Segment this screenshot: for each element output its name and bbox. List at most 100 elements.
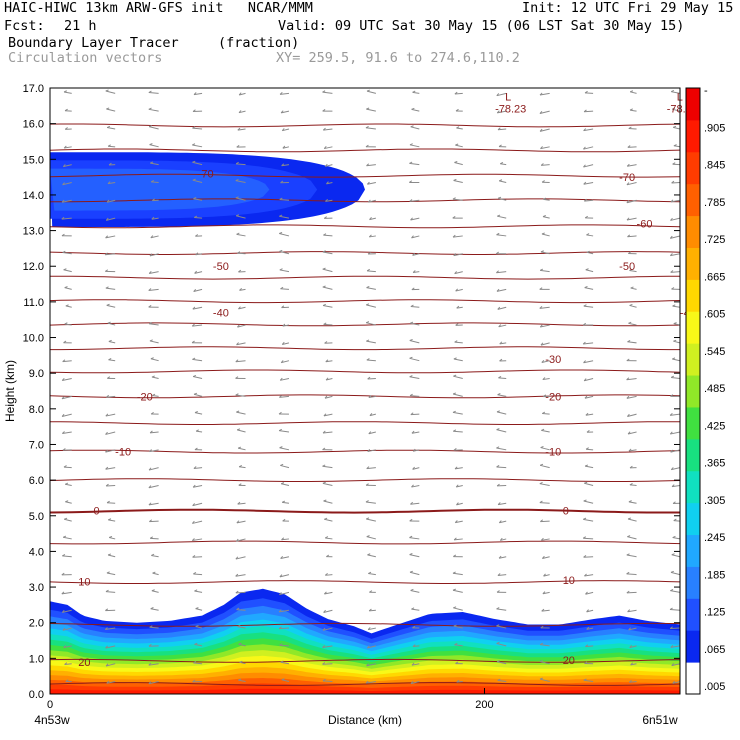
- wind-vector: [105, 466, 116, 470]
- contour-label: -50: [619, 261, 635, 273]
- wind-vector: [105, 235, 116, 239]
- wind-vector: [105, 645, 116, 649]
- wind-vector: [672, 162, 680, 166]
- wind-vector: [584, 464, 594, 469]
- wind-vector: [148, 467, 159, 471]
- x-axis-label: Distance (km): [328, 713, 402, 727]
- contour-line: [50, 173, 680, 178]
- wind-vector: [542, 555, 550, 559]
- wind-vector: [191, 520, 203, 524]
- wind-vector: [539, 500, 550, 504]
- wind-vector: [151, 553, 159, 558]
- wind-vector: [497, 678, 507, 683]
- contour-label: -70: [619, 172, 635, 184]
- colorbar-label: .425: [704, 420, 725, 432]
- wind-vector: [108, 339, 116, 344]
- wind-vector: [281, 678, 290, 683]
- colorbar-label: .725: [704, 234, 725, 246]
- wind-vector: [670, 588, 680, 593]
- wind-vector: [322, 267, 333, 273]
- wind-vector: [322, 303, 333, 308]
- wind-vector: [192, 178, 203, 183]
- field-units: (fraction): [218, 35, 300, 51]
- wind-vector: [539, 268, 550, 273]
- wind-vector: [409, 143, 420, 148]
- wind-vector: [583, 678, 594, 683]
- wind-vector: [148, 662, 159, 666]
- wind-vector: [496, 641, 507, 647]
- wind-vector: [365, 483, 376, 486]
- wind-vector: [453, 374, 463, 380]
- wind-vector: [367, 251, 376, 255]
- wind-vector: [585, 591, 594, 595]
- colorbar-label: .485: [704, 383, 725, 395]
- colorbar-swatch: [686, 502, 700, 536]
- colorbar-swatch: [686, 311, 700, 344]
- y-tick-label: 1.0: [29, 653, 44, 665]
- colorbar-swatch: [686, 438, 700, 472]
- wind-vector: [368, 571, 376, 576]
- wind-vector: [628, 679, 637, 683]
- wind-vector: [409, 518, 420, 522]
- wind-vector: [628, 500, 637, 504]
- y-axis-label: Height (km): [3, 360, 17, 422]
- contour-line: [50, 148, 680, 153]
- wind-vector: [496, 410, 507, 415]
- colorbar-frame: [685, 87, 701, 695]
- wind-vector: [61, 572, 72, 576]
- wind-vector: [365, 321, 376, 326]
- wind-vector: [108, 162, 116, 166]
- wind-vector: [410, 217, 420, 221]
- wind-vector: [540, 146, 550, 150]
- wind-vector: [542, 411, 550, 415]
- wind-vector: [148, 681, 159, 685]
- wind-vector: [539, 463, 550, 469]
- colorbar-swatch: [686, 534, 700, 567]
- contour-label: 20: [78, 657, 90, 669]
- contour-label: -70: [198, 169, 214, 181]
- wind-vector: [412, 270, 420, 274]
- wind-vector: [409, 338, 420, 344]
- wind-vector: [539, 642, 550, 647]
- wind-vector: [61, 216, 72, 220]
- y-tick-label: 14.0: [23, 190, 44, 202]
- wind-vector: [455, 108, 463, 112]
- wind-vector: [322, 250, 333, 255]
- wind-vector: [192, 374, 203, 380]
- wind-vector: [629, 108, 637, 112]
- wind-vector: [496, 483, 507, 487]
- y-tick-label: 2.0: [29, 618, 44, 630]
- wind-vector: [192, 306, 203, 310]
- contour-line: [50, 658, 680, 663]
- wind-vector: [278, 428, 290, 433]
- wind-vector: [585, 447, 594, 451]
- colorbar-label: .125: [704, 607, 725, 619]
- wind-vector: [195, 607, 203, 611]
- wind-vector: [61, 591, 72, 595]
- wind-vector: [150, 235, 159, 239]
- contour-line: [50, 299, 680, 304]
- temperature-contours: [50, 123, 680, 686]
- wind-vector: [237, 251, 246, 255]
- wind-vector: [279, 249, 290, 255]
- wind-vector: [539, 677, 550, 683]
- colorbar-label: .185: [704, 569, 725, 581]
- contour-label: 10: [78, 577, 90, 589]
- wind-vector: [365, 125, 376, 130]
- wind-vector: [237, 624, 246, 629]
- wind-vector: [671, 107, 680, 112]
- wind-vector: [148, 125, 159, 130]
- wind-vector: [409, 375, 420, 380]
- wind-vector: [452, 215, 463, 219]
- wind-vector: [673, 322, 680, 326]
- wind-vector: [673, 144, 680, 148]
- wind-vector: [367, 627, 376, 631]
- wind-vector: [61, 609, 72, 613]
- wind-vector: [281, 500, 290, 504]
- wind-vector: [409, 199, 420, 202]
- wind-vector: [235, 178, 246, 183]
- wind-vector: [497, 502, 507, 506]
- wind-vector: [543, 197, 550, 201]
- wind-vector: [63, 268, 72, 273]
